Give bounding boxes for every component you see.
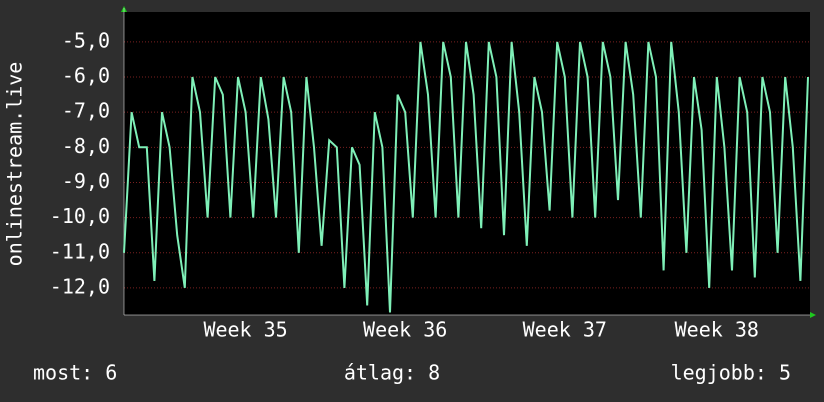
y-tick-label: -7,0 <box>62 99 110 123</box>
y-tick-label: -11,0 <box>50 239 110 263</box>
footer-best: legjobb: 5 <box>671 361 791 385</box>
y-tick-label: -6,0 <box>62 64 110 88</box>
y-tick-label: -9,0 <box>62 169 110 193</box>
axis-arrow <box>810 312 816 318</box>
x-tick-label: Week 35 <box>203 318 287 342</box>
footer-average: átlag: 8 <box>344 361 440 385</box>
y-axis-title: onlinestream.live <box>3 62 27 267</box>
y-tick-label: -12,0 <box>50 274 110 298</box>
footer-current: most: 6 <box>33 361 117 385</box>
y-tick-label: -5,0 <box>62 28 110 52</box>
data-line <box>123 41 809 313</box>
x-tick-label: Week 37 <box>523 318 607 342</box>
x-tick-label: Week 38 <box>675 318 759 342</box>
y-tick-label: -8,0 <box>62 134 110 158</box>
x-tick-label: Week 36 <box>363 318 447 342</box>
plot-area <box>124 12 810 315</box>
y-tick-label: -10,0 <box>50 204 110 228</box>
